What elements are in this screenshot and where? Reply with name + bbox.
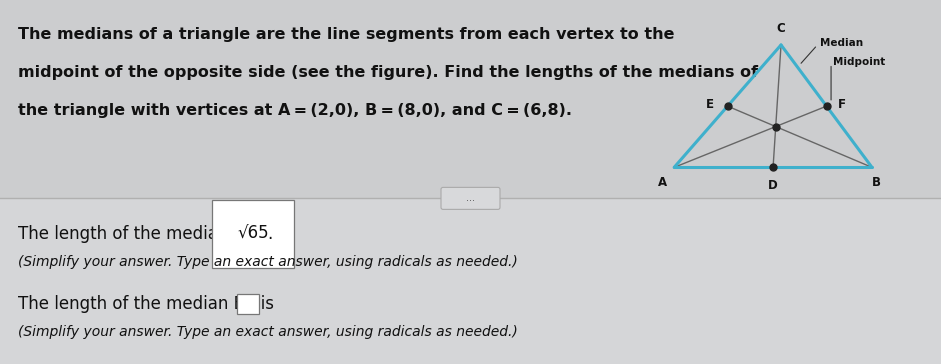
- Bar: [0, 198, 941, 364]
- Text: Midpoint: Midpoint: [834, 57, 885, 67]
- Text: The length of the median BE is: The length of the median BE is: [18, 295, 279, 313]
- Text: C: C: [776, 22, 786, 35]
- Bar: [237, 294, 259, 314]
- Text: .: .: [267, 225, 272, 243]
- Text: E: E: [706, 98, 714, 111]
- Text: Median: Median: [820, 38, 863, 48]
- Point: [768, 124, 783, 130]
- Text: √65: √65: [237, 225, 269, 243]
- Text: the triangle with vertices at A = (2,0), B = (8,0), and C = (6,8).: the triangle with vertices at A = (2,0),…: [18, 103, 572, 118]
- Text: midpoint of the opposite side (see the figure). Find the lengths of the medians : midpoint of the opposite side (see the f…: [18, 64, 758, 79]
- Text: A: A: [658, 176, 667, 189]
- Text: (Simplify your answer. Type an exact answer, using radicals as needed.): (Simplify your answer. Type an exact ans…: [18, 255, 518, 269]
- Text: (Simplify your answer. Type an exact answer, using radicals as needed.): (Simplify your answer. Type an exact ans…: [18, 325, 518, 339]
- Text: The length of the median CD is: The length of the median CD is: [18, 225, 282, 243]
- Point: [766, 165, 781, 170]
- Text: ...: ...: [466, 193, 475, 203]
- FancyBboxPatch shape: [441, 187, 500, 209]
- Text: The medians of a triangle are the line segments from each vertex to the: The medians of a triangle are the line s…: [18, 27, 675, 41]
- Text: B: B: [872, 176, 881, 189]
- Text: F: F: [837, 98, 846, 111]
- Point: [819, 103, 834, 109]
- Point: [720, 103, 735, 109]
- Bar: [0, 0, 941, 198]
- Text: D: D: [768, 179, 778, 192]
